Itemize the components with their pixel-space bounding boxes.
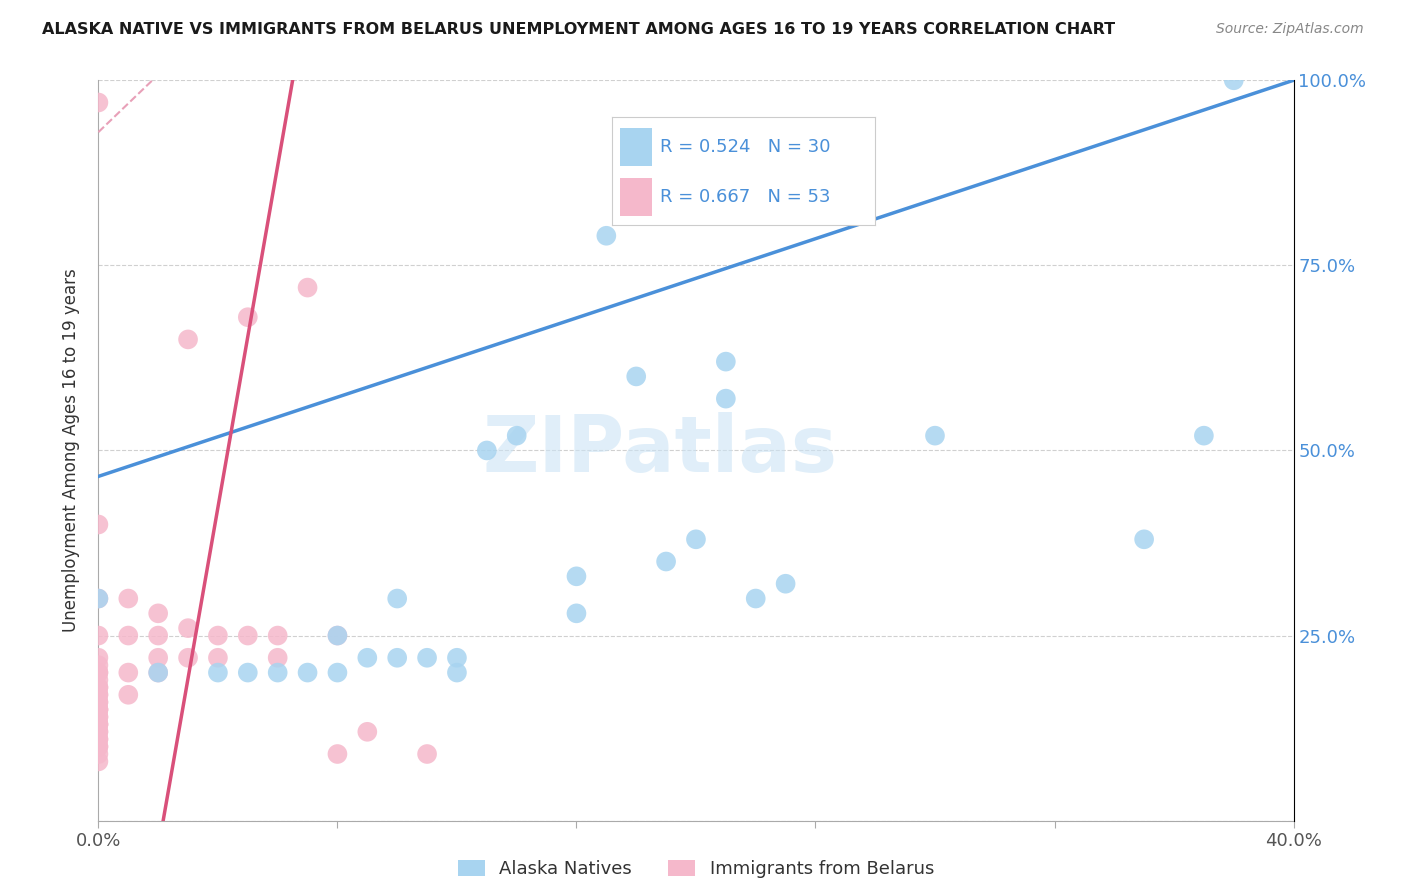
Point (87, 724, 110, 739)
Point (207, 628, 229, 642)
Legend: Alaska Natives, Immigrants from Belarus: Alaska Natives, Immigrants from Belarus (450, 853, 942, 886)
Point (326, 628, 349, 642)
Point (117, 628, 139, 642)
Point (446, 650, 468, 665)
Point (87, 703, 110, 717)
Text: ALASKA NATIVE VS IMMIGRANTS FROM BELARUS UNEMPLOYMENT AMONG AGES 16 TO 19 YEARS : ALASKA NATIVE VS IMMIGRANTS FROM BELARUS… (42, 22, 1115, 37)
Point (655, 555, 678, 569)
Point (87, 710, 110, 724)
Point (356, 724, 378, 739)
Point (87, 717, 110, 731)
Point (177, 332, 200, 346)
Point (1223, 73, 1246, 87)
Point (87, 673, 110, 687)
Point (1133, 533, 1156, 547)
Point (297, 280, 319, 294)
Point (356, 650, 378, 665)
Point (117, 688, 139, 702)
Point (326, 628, 349, 642)
Point (87, 517, 110, 532)
Point (595, 228, 617, 243)
Point (87, 739, 110, 754)
Point (148, 607, 170, 621)
Point (267, 628, 290, 642)
Point (87, 703, 110, 717)
Point (267, 665, 290, 680)
Point (87, 732, 110, 747)
Point (87, 724, 110, 739)
Point (87, 695, 110, 709)
Point (87, 739, 110, 754)
Point (1192, 428, 1215, 442)
Point (87, 591, 110, 606)
Point (565, 607, 588, 621)
Point (87, 703, 110, 717)
Point (177, 650, 200, 665)
Point (236, 665, 259, 680)
Point (148, 650, 170, 665)
Point (775, 576, 797, 591)
Point (385, 650, 409, 665)
Point (87, 591, 110, 606)
Point (87, 628, 110, 642)
Point (236, 310, 259, 325)
Point (714, 354, 737, 368)
Point (506, 428, 529, 442)
Point (207, 650, 229, 665)
Point (87, 732, 110, 747)
Point (446, 665, 468, 680)
Point (87, 717, 110, 731)
Point (87, 681, 110, 695)
Point (87, 755, 110, 769)
Point (326, 665, 349, 680)
Point (87, 681, 110, 695)
Point (87, 695, 110, 709)
Point (416, 650, 439, 665)
Point (207, 665, 229, 680)
Point (745, 591, 768, 606)
Point (87, 717, 110, 731)
Point (87, 710, 110, 724)
Point (385, 591, 409, 606)
Point (148, 665, 170, 680)
Text: Source: ZipAtlas.com: Source: ZipAtlas.com (1216, 22, 1364, 37)
Point (297, 665, 319, 680)
Point (267, 650, 290, 665)
Point (924, 428, 946, 442)
Point (565, 569, 588, 583)
Point (475, 443, 498, 458)
Point (117, 591, 139, 606)
Point (148, 628, 170, 642)
Point (326, 747, 349, 761)
Point (236, 628, 259, 642)
Point (87, 747, 110, 761)
Point (416, 747, 439, 761)
Text: ZIPatlas: ZIPatlas (482, 412, 838, 489)
Point (87, 665, 110, 680)
Point (87, 665, 110, 680)
Point (87, 95, 110, 110)
Point (685, 533, 707, 547)
Y-axis label: Unemployment Among Ages 16 to 19 years: Unemployment Among Ages 16 to 19 years (62, 268, 80, 632)
Point (117, 665, 139, 680)
Point (87, 650, 110, 665)
Point (148, 665, 170, 680)
Point (177, 621, 200, 635)
Point (87, 688, 110, 702)
Point (714, 392, 737, 406)
Point (87, 688, 110, 702)
Point (87, 658, 110, 673)
Point (626, 369, 648, 384)
